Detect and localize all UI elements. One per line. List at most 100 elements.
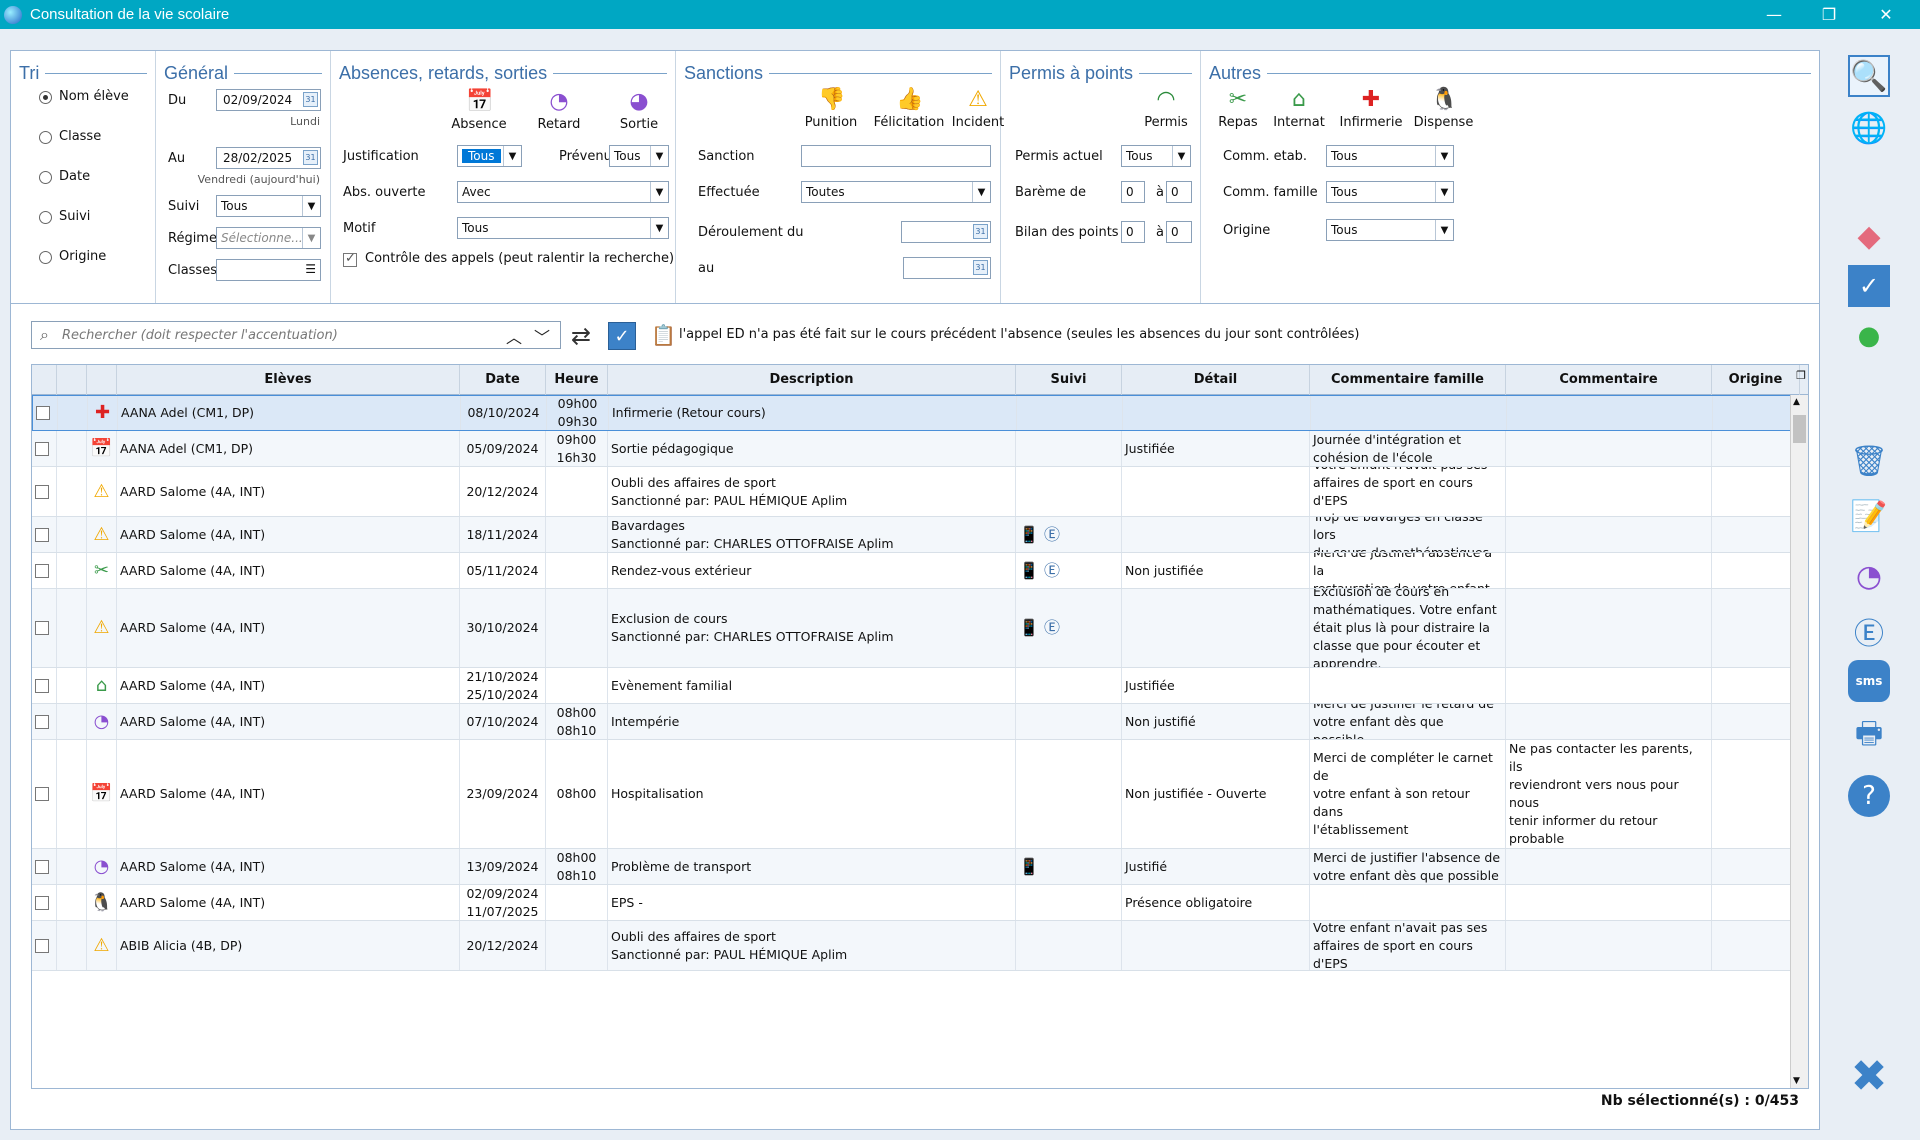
header-description[interactable]: Description <box>608 365 1016 395</box>
row-select-cell[interactable] <box>32 740 57 848</box>
calendar-icon[interactable]: 31 <box>973 260 988 275</box>
effectuee-select[interactable]: Toutes ▼ <box>801 181 991 203</box>
permis-button[interactable]: ◠ Permis <box>1136 87 1196 130</box>
table-row[interactable]: ⚠ AARD Salome (4A, INT) 30/10/2024 Exclusio… <box>32 589 1800 668</box>
retard-button[interactable]: ◔ Retard <box>529 89 589 132</box>
refresh-icon[interactable]: ⇄ <box>571 322 592 350</box>
header-heure[interactable]: Heure <box>546 365 608 395</box>
row-checkbox[interactable] <box>35 484 49 499</box>
radio-origine[interactable] <box>39 251 52 264</box>
list-icon[interactable]: ☰ <box>305 262 316 276</box>
row-select-cell[interactable] <box>32 668 57 703</box>
row-select-cell[interactable] <box>32 921 57 970</box>
sortie-button[interactable]: ◕ Sortie <box>609 89 669 132</box>
deroulement-to-field[interactable]: 31 <box>903 257 991 279</box>
header-detail[interactable]: Détail <box>1122 365 1310 395</box>
printer-icon[interactable]: 🖶 <box>1854 715 1884 751</box>
absence-button[interactable]: 📅 Absence <box>449 89 509 132</box>
calendar-icon[interactable]: 31 <box>303 92 318 107</box>
scroll-up-icon[interactable]: ▲ <box>1793 397 1800 407</box>
close-icon[interactable]: ✖ <box>1850 1050 1888 1102</box>
prevenu-select[interactable]: Tous ▼ <box>609 145 669 167</box>
punition-button[interactable]: 👎 Punition <box>796 87 866 130</box>
vertical-scrollbar[interactable]: ▲ ▼ <box>1790 395 1808 1088</box>
classes-field[interactable]: ☰ <box>216 259 321 281</box>
header-select[interactable] <box>32 365 57 395</box>
delete-document-icon[interactable]: 🗑 <box>1849 443 1889 479</box>
close-window-icon[interactable]: ✕ <box>1879 5 1893 24</box>
origine-select[interactable]: Tous ▼ <box>1326 219 1454 241</box>
header-com-etab[interactable]: Commentaire établissement <box>1506 365 1712 417</box>
eraser-icon[interactable]: ◆ <box>1857 218 1881 254</box>
search-input[interactable]: ⌕ Rechercher (doit respecter l'accentuat… <box>31 321 561 349</box>
header-date[interactable]: Date <box>460 365 546 395</box>
chevron-up-icon[interactable]: ︿ <box>505 328 522 347</box>
au-date-field[interactable]: 28/02/2025 31 <box>216 147 321 169</box>
controle-appels-checkbox[interactable] <box>343 251 357 267</box>
comm-famille-select[interactable]: Tous ▼ <box>1326 181 1454 203</box>
row-checkbox[interactable] <box>35 787 49 801</box>
validate-check-icon[interactable]: ✓ <box>1848 265 1890 307</box>
radio-nom-eleve[interactable] <box>39 91 52 104</box>
table-row[interactable]: 📅 AANA Adel (CM1, DP) 05/09/2024 09h00 16h3… <box>32 431 1800 467</box>
sms-icon[interactable]: sms <box>1848 660 1890 702</box>
comm-etab-select[interactable]: Tous ▼ <box>1326 145 1454 167</box>
internat-button[interactable]: ⌂ Internat <box>1269 87 1329 130</box>
table-row[interactable]: ⚠ AARD Salome (4A, INT) 20/12/2024 Oubli de… <box>32 467 1800 517</box>
globe-icon[interactable]: 🌐 <box>1850 110 1888 146</box>
deroulement-from-field[interactable]: 31 <box>901 221 991 243</box>
select-all-checkbox[interactable]: ✓ <box>608 322 636 350</box>
row-select-cell[interactable] <box>33 396 58 430</box>
table-row[interactable]: ✚ AANA Adel (CM1, DP) 08/10/2024 09h00 09h3… <box>32 395 1801 431</box>
row-checkbox[interactable] <box>35 714 49 729</box>
table-row[interactable]: ◔ AARD Salome (4A, INT) 07/10/2024 08h00 08… <box>32 704 1800 740</box>
sanction-field[interactable] <box>801 145 991 167</box>
edocs-icon[interactable]: Ⓔ <box>1854 617 1884 652</box>
table-row[interactable]: ✂ AARD Salome (4A, INT) 05/11/2024 Rendez-v… <box>32 553 1800 589</box>
row-checkbox[interactable] <box>35 527 49 542</box>
incident-button[interactable]: ⚠ Incident <box>948 87 1008 130</box>
chevron-down-icon[interactable]: ﹀ <box>533 328 550 347</box>
row-select-cell[interactable] <box>32 885 57 920</box>
edit-note-icon[interactable]: 📝 <box>1850 498 1888 534</box>
calendar-icon[interactable]: 31 <box>303 150 318 165</box>
calendar-icon[interactable]: 31 <box>973 224 988 239</box>
permis-actuel-select[interactable]: Tous ▼ <box>1121 145 1191 167</box>
felicitation-button[interactable]: 👍 Félicitation <box>869 87 949 130</box>
row-checkbox[interactable] <box>35 895 49 910</box>
column-config-icon[interactable]: ❐ <box>1796 369 1806 382</box>
row-checkbox[interactable] <box>35 563 49 578</box>
row-checkbox[interactable] <box>35 441 49 456</box>
radio-suivi[interactable] <box>39 211 52 224</box>
row-checkbox[interactable] <box>35 859 49 874</box>
motif-select[interactable]: Tous ▼ <box>457 217 669 239</box>
row-select-cell[interactable] <box>32 517 57 552</box>
clock-retard-icon[interactable]: ◔ <box>1855 558 1883 594</box>
dispense-button[interactable]: 🐧 Dispense <box>1411 87 1476 130</box>
row-checkbox[interactable] <box>35 621 49 635</box>
table-row[interactable]: ⚠ ABIB Alicia (4B, DP) 20/12/2024 Oubli des… <box>32 921 1800 971</box>
repas-button[interactable]: ✂ Repas <box>1213 87 1263 130</box>
du-date-field[interactable]: 02/09/2024 31 <box>216 89 321 111</box>
row-select-cell[interactable] <box>32 849 57 884</box>
row-checkbox[interactable] <box>35 938 49 953</box>
regime-select[interactable]: Sélectionne... ▼ <box>216 227 321 249</box>
search-zoom-icon[interactable]: 🔍 <box>1848 55 1890 97</box>
help-icon[interactable]: ? <box>1848 775 1890 817</box>
scroll-thumb[interactable] <box>1793 415 1806 443</box>
header-origine[interactable]: Origine <box>1712 365 1800 395</box>
maximize-icon[interactable]: ❐ <box>1821 5 1837 24</box>
infirmerie-button[interactable]: ✚ Infirmerie <box>1336 87 1406 130</box>
scroll-down-icon[interactable]: ▼ <box>1793 1076 1800 1086</box>
radio-classe[interactable] <box>39 131 52 144</box>
row-select-cell[interactable] <box>32 704 57 739</box>
table-row[interactable]: 🐧 AARD Salome (4A, INT) 02/09/2024 11/07/2… <box>32 885 1800 921</box>
minimize-icon[interactable]: — <box>1766 5 1782 24</box>
row-select-cell[interactable] <box>32 431 57 466</box>
row-checkbox[interactable] <box>35 678 49 693</box>
suivi-select[interactable]: Tous ▼ <box>216 195 321 217</box>
table-row[interactable]: ⚠ AARD Salome (4A, INT) 18/11/2024 Bavardag… <box>32 517 1800 553</box>
justification-select[interactable]: Tous ▼ <box>457 145 522 167</box>
bilan-from-field[interactable]: 0 <box>1121 221 1145 243</box>
table-row[interactable]: 📅 AARD Salome (4A, INT) 23/09/2024 08h00 Hos… <box>32 740 1800 849</box>
